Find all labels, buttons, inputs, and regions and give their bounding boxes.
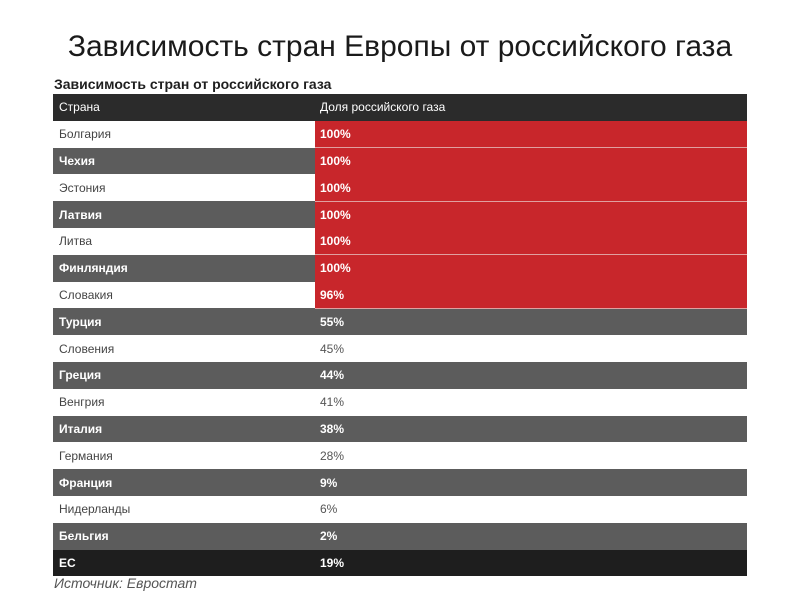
table-row: Франция 9%	[53, 469, 747, 496]
share-cell: 44%	[315, 361, 747, 389]
column-header-country: Страна	[53, 94, 315, 121]
country-cell: Финляндия	[53, 254, 315, 282]
table-row: Нидерланды 6%	[53, 495, 747, 523]
share-cell: 6%	[315, 495, 747, 523]
share-cell: 100%	[315, 120, 747, 149]
country-cell: Болгария	[53, 120, 315, 148]
table-row: Греция 44%	[53, 361, 747, 389]
table-row: Литва 100%	[53, 227, 747, 256]
country-cell: Словения	[53, 335, 315, 362]
country-cell: Чехия	[53, 147, 315, 175]
country-cell: Венгрия	[53, 388, 315, 416]
table-row: Турция 55%	[53, 308, 747, 336]
table-row: Венгрия 41%	[53, 388, 747, 416]
country-cell: Франция	[53, 469, 315, 496]
slide-title: Зависимость стран Европы от российского …	[67, 30, 733, 63]
country-cell: Италия	[53, 415, 315, 443]
share-cell: 9%	[315, 469, 747, 496]
table-row: Бельгия 2%	[53, 522, 747, 550]
share-cell: 100%	[315, 147, 747, 175]
share-cell: 96%	[315, 281, 747, 309]
country-cell: Словакия	[53, 281, 315, 309]
table-row: Латвия 100%	[53, 201, 747, 228]
table-row: Словакия 96%	[53, 281, 747, 309]
table-row: Финляндия 100%	[53, 254, 747, 282]
table-title: Зависимость стран от российского газа	[54, 76, 332, 92]
share-cell: 100%	[315, 227, 747, 256]
share-cell: 100%	[315, 174, 747, 202]
country-cell: Греция	[53, 361, 315, 389]
table-row: Чехия 100%	[53, 147, 747, 175]
total-label: ЕС	[53, 549, 315, 577]
table-row: Италия 38%	[53, 415, 747, 443]
table-row: Словения 45%	[53, 335, 747, 362]
country-cell: Эстония	[53, 174, 315, 202]
table-row: Эстония 100%	[53, 174, 747, 202]
share-cell: 38%	[315, 415, 747, 443]
country-cell: Бельгия	[53, 522, 315, 550]
share-cell: 100%	[315, 254, 747, 282]
table-header-row: Страна Доля российского газа	[53, 94, 747, 121]
country-cell: Литва	[53, 227, 315, 255]
table-row: Германия 28%	[53, 442, 747, 470]
total-row: ЕС 19%	[53, 549, 747, 577]
share-cell: 45%	[315, 335, 747, 362]
country-cell: Латвия	[53, 201, 315, 228]
share-cell: 55%	[315, 308, 747, 336]
share-cell: 2%	[315, 522, 747, 550]
country-cell: Турция	[53, 308, 315, 336]
share-cell: 100%	[315, 201, 747, 228]
source-note: Источник: Евростат	[54, 575, 197, 591]
total-share: 19%	[315, 549, 747, 577]
gas-dependence-table: Страна Доля российского газа Болгария 100…	[53, 94, 747, 577]
share-cell: 41%	[315, 388, 747, 416]
country-cell: Германия	[53, 442, 315, 470]
table-row: Болгария 100%	[53, 120, 747, 149]
column-header-share: Доля российского газа	[315, 94, 747, 121]
share-cell: 28%	[315, 442, 747, 470]
country-cell: Нидерланды	[53, 495, 315, 523]
